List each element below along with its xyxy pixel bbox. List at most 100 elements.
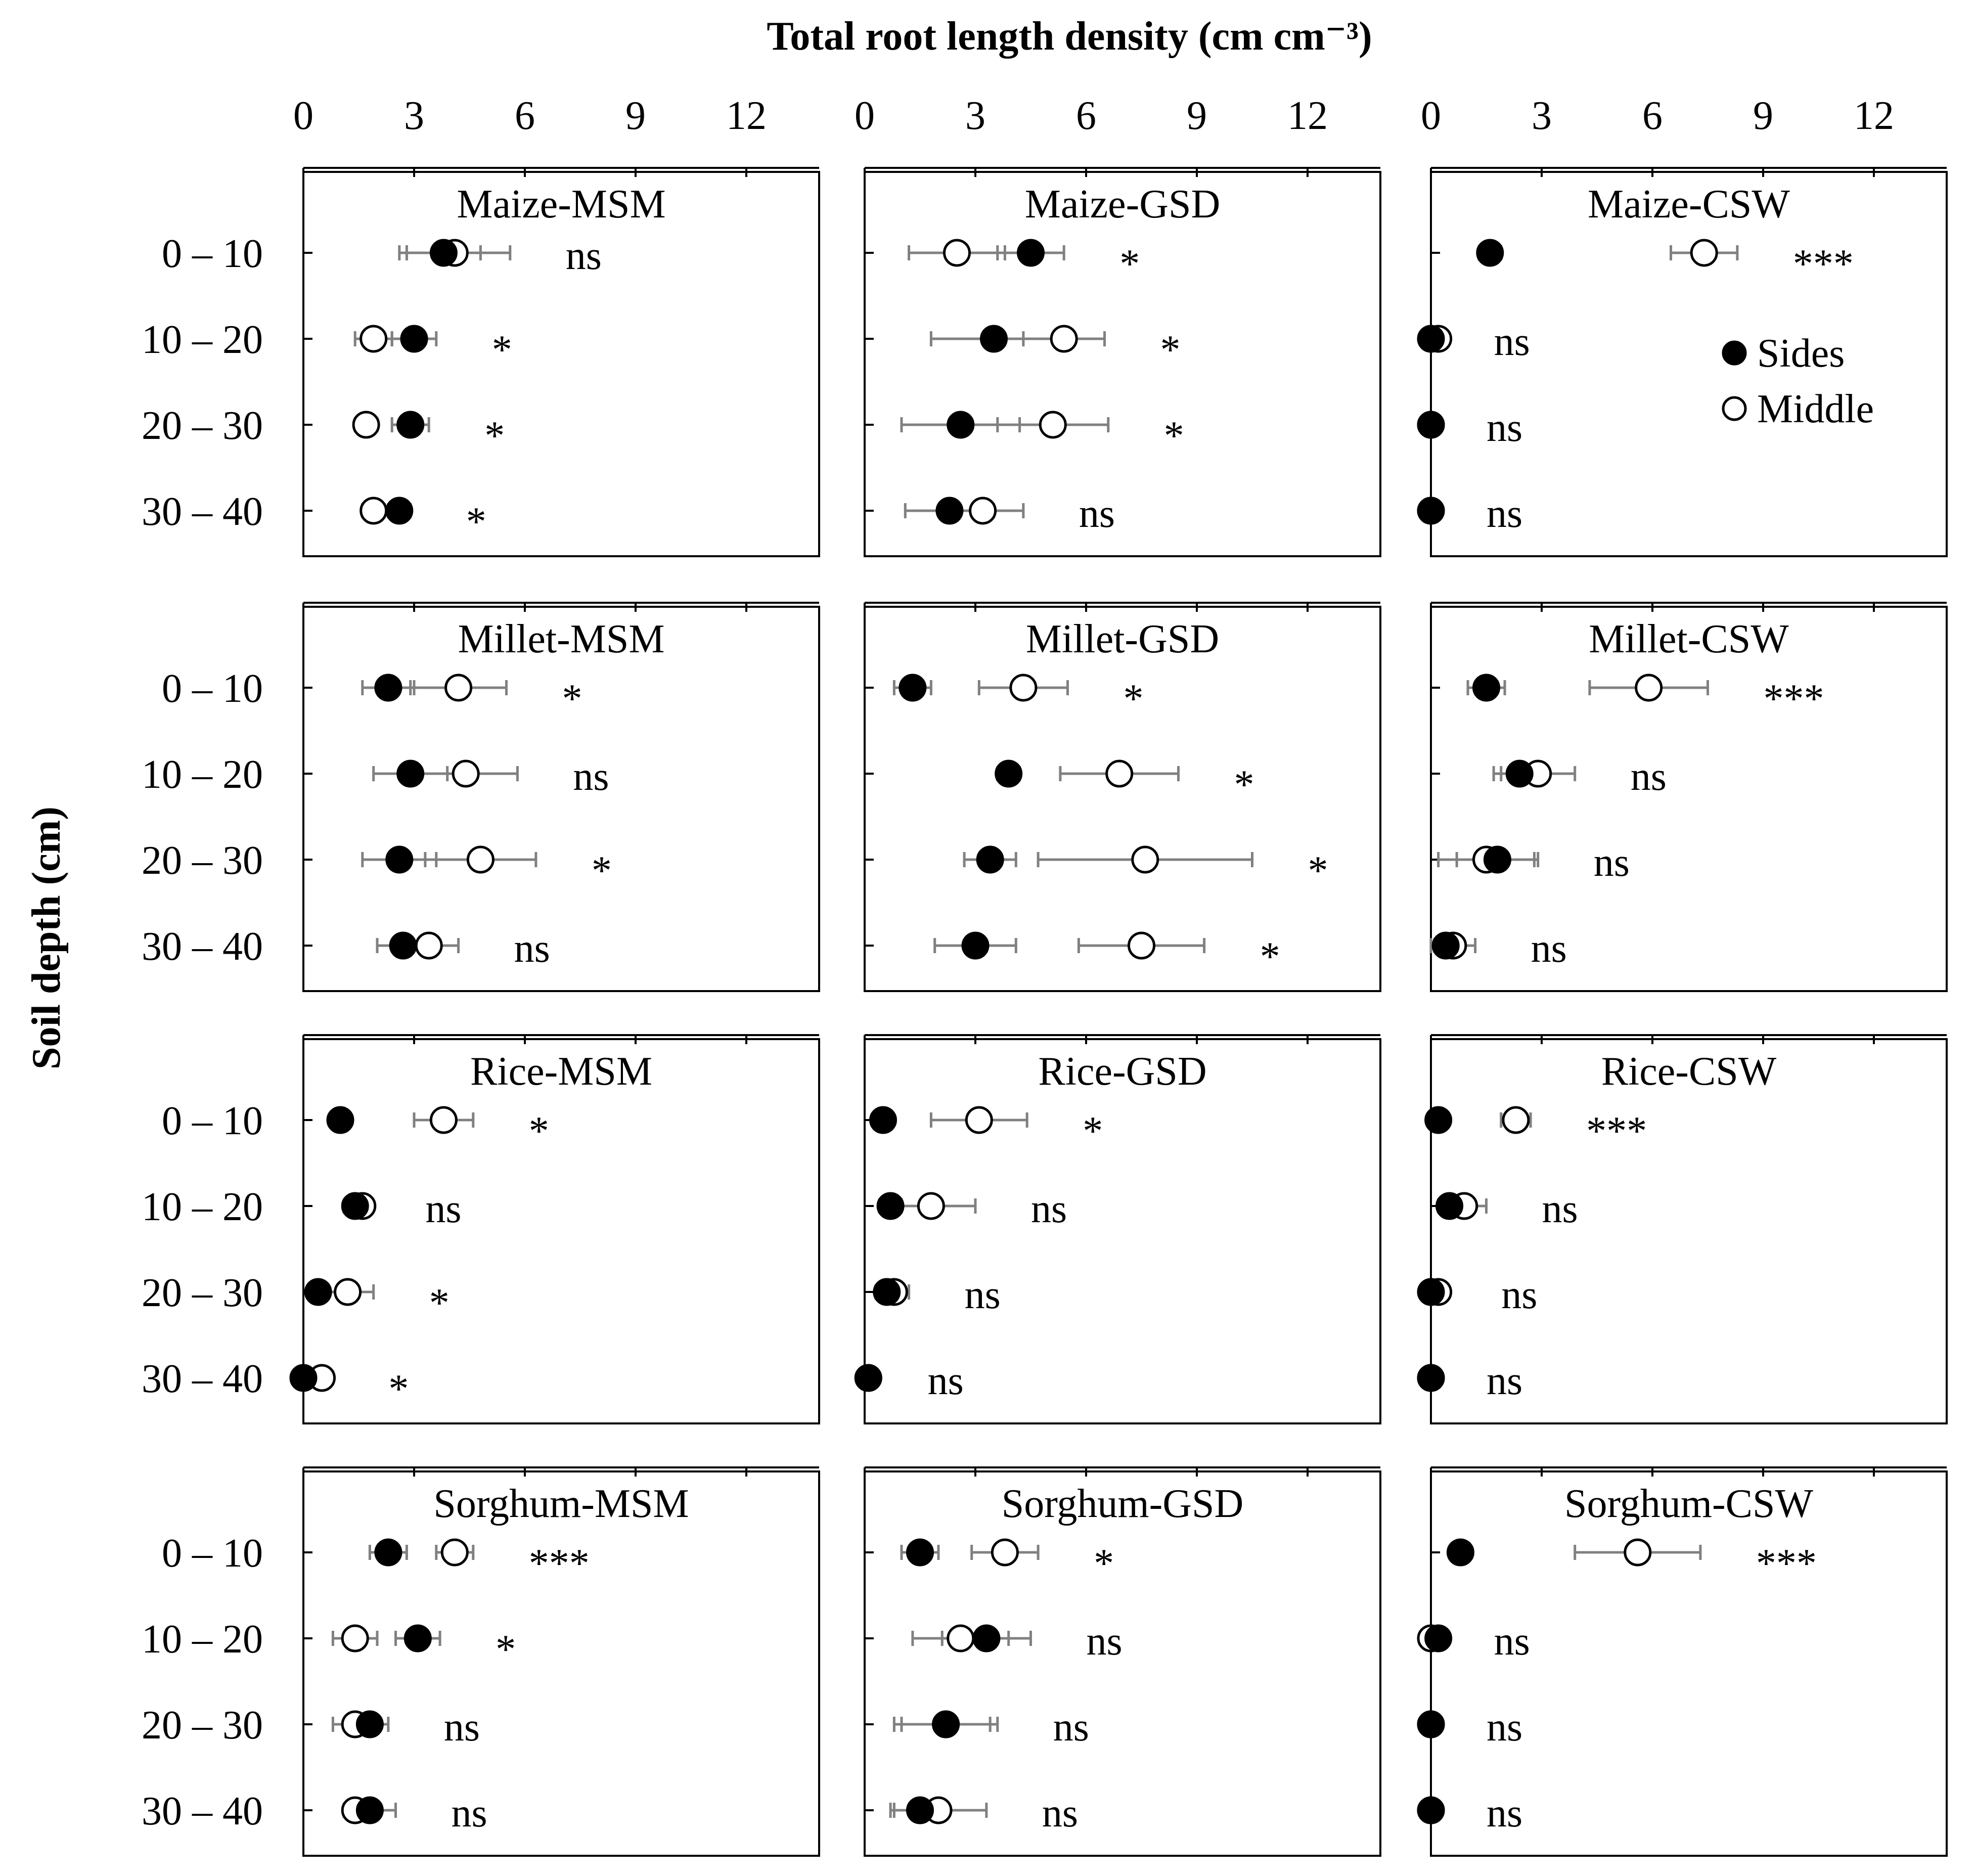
point-middle	[917, 1192, 945, 1220]
significance-label: ns	[1487, 1705, 1522, 1750]
point-middle	[429, 1106, 458, 1134]
panel-maize-gsd: 0 3 6 9 12 Maize-GSD * * * ns	[855, 94, 1381, 557]
panel-title: Sorghum-MSM	[433, 1482, 689, 1526]
x-tick-label: 3	[1532, 94, 1552, 138]
significance-label: ns	[1487, 1359, 1522, 1403]
point-sides	[1431, 931, 1460, 960]
significance-label: *	[492, 328, 512, 372]
point-sides	[1417, 325, 1445, 353]
y-tick-label: 10 – 20	[142, 1185, 263, 1229]
point-sides	[385, 497, 414, 525]
legend-sides-label: Sides	[1757, 331, 1845, 376]
panel-title: Millet-MSM	[458, 617, 665, 661]
panel-millet-gsd: Millet-GSD * * * *	[864, 602, 1381, 992]
panel-maize-msm: 0 3 6 9 12 Maize-MSM 0 – 10 ns 10 – 20 * 20 – 30 * 3…	[142, 94, 820, 557]
x-tick-label: 6	[515, 94, 535, 138]
significance-label: *	[592, 848, 612, 893]
point-sides	[326, 1106, 354, 1134]
point-middle	[341, 1624, 369, 1652]
point-sides	[932, 1710, 960, 1738]
point-sides	[429, 239, 458, 267]
y-tick-label: 20 – 30	[142, 404, 263, 448]
point-middle	[965, 1106, 993, 1134]
panel-frame	[864, 606, 1381, 992]
point-sides	[906, 1538, 934, 1567]
point-middle	[947, 1624, 975, 1652]
y-tick-label: 0 – 10	[162, 1099, 263, 1143]
point-sides	[854, 1364, 882, 1392]
significance-label: ns	[566, 234, 602, 278]
point-sides	[899, 674, 927, 702]
y-tick-label: 20 – 30	[142, 1271, 263, 1315]
significance-label: ns	[573, 754, 609, 799]
x-tick-label: 0	[293, 94, 313, 138]
chart-title: Total root length density (cm cm⁻³)	[767, 14, 1372, 59]
point-middle	[1131, 845, 1159, 874]
x-tick-label: 9	[625, 94, 646, 138]
point-middle	[1128, 931, 1155, 960]
significance-label: ns	[425, 1187, 461, 1231]
x-tick-label: 0	[855, 94, 875, 138]
panel-title: Rice-CSW	[1601, 1049, 1777, 1094]
panel-frame	[1430, 1038, 1948, 1424]
point-sides	[1505, 760, 1534, 788]
significance-label: *	[1308, 848, 1328, 893]
x-tick-label: 0	[1421, 94, 1441, 138]
significance-label: ns	[1594, 840, 1630, 885]
legend-middle-label: Middle	[1757, 387, 1874, 431]
point-sides	[869, 1106, 897, 1134]
significance-label: *	[529, 1109, 549, 1153]
significance-label: *	[1119, 242, 1140, 286]
point-middle	[1009, 674, 1038, 702]
point-middle	[1502, 1106, 1530, 1134]
point-middle	[1105, 760, 1134, 788]
point-sides	[355, 1796, 384, 1824]
point-sides	[935, 497, 964, 525]
significance-label: ns	[1501, 1273, 1537, 1317]
point-sides	[1424, 1106, 1453, 1134]
x-tick-label: 6	[1076, 94, 1096, 138]
y-axis-label: Soil depth (cm)	[24, 807, 69, 1069]
point-middle	[1624, 1538, 1652, 1567]
significance-label: ns	[1487, 406, 1522, 450]
point-sides	[1417, 1278, 1445, 1306]
point-sides	[947, 411, 975, 439]
significance-label: *	[1260, 934, 1280, 979]
y-tick-label: 0 – 10	[162, 232, 263, 276]
point-sides	[389, 931, 417, 960]
significance-label: ***	[1764, 677, 1824, 721]
point-middle	[1635, 674, 1663, 702]
legend-sides-marker	[1722, 340, 1747, 366]
significance-label: *	[562, 677, 582, 721]
point-sides	[1483, 845, 1511, 874]
significance-label: ns	[1494, 320, 1530, 364]
point-middle	[440, 1538, 469, 1567]
y-tick-label: 20 – 30	[142, 1703, 263, 1748]
x-tick-label: 6	[1642, 94, 1663, 138]
point-sides	[1476, 239, 1504, 267]
panel-sorghum-csw: Sorghum-CSW *** ns ns ns	[1417, 1466, 1948, 1857]
y-tick-label: 20 – 30	[142, 838, 263, 883]
point-sides	[995, 760, 1023, 788]
panel-millet-msm: Millet-MSM 0 – 10 * 10 – 20 ns 20 – 30 * 30 – 4…	[142, 602, 820, 992]
significance-label: *	[484, 414, 505, 458]
significance-label: *	[388, 1367, 409, 1411]
point-sides	[906, 1796, 934, 1824]
point-middle	[1050, 325, 1078, 353]
panel-frame	[302, 171, 820, 557]
point-sides	[1417, 411, 1445, 439]
x-tick-label: 12	[726, 94, 767, 138]
point-sides	[972, 1624, 1001, 1652]
y-tick-label: 0 – 10	[162, 666, 263, 711]
point-sides	[980, 325, 1008, 353]
x-tick-label: 9	[1753, 94, 1773, 138]
y-tick-label: 30 – 40	[142, 1789, 263, 1834]
significance-label: *	[1124, 677, 1144, 721]
x-tick-label: 9	[1187, 94, 1207, 138]
significance-label: *	[466, 500, 486, 544]
panel-frame	[864, 1470, 1381, 1857]
point-middle	[1690, 239, 1718, 267]
significance-label: ns	[452, 1791, 487, 1836]
